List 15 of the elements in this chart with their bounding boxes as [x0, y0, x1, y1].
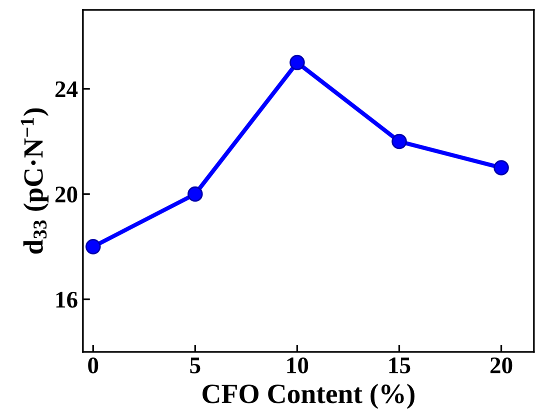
point — [290, 54, 305, 70]
y-tick-label: 20 — [55, 186, 78, 202]
x-tick-label: 5 — [190, 358, 200, 374]
x-tick-label: 10 — [287, 357, 308, 374]
point — [188, 186, 203, 202]
point — [494, 160, 509, 176]
point — [392, 134, 407, 150]
y-axis-title: d$_{33}$ (pC·N$^{−1}$) — [20, 108, 49, 254]
point — [85, 239, 101, 254]
x-tick-label: 15 — [389, 358, 410, 374]
y-tick-label: 16 — [56, 292, 78, 308]
x-axis-title: CFO Content (%) — [202, 384, 414, 409]
x-tick-label: 0 — [88, 357, 98, 374]
y-tick-label: 24 — [55, 81, 78, 98]
x-tick-label: 20 — [490, 357, 512, 374]
